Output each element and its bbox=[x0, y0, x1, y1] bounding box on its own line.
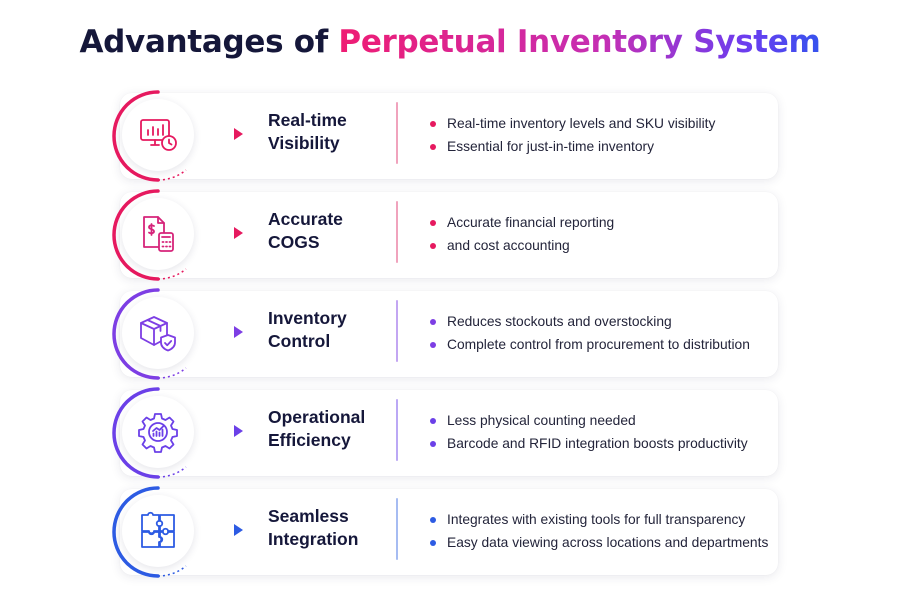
label-line-1: Accurate bbox=[268, 209, 343, 229]
title-highlight: Perpetual Inventory System bbox=[338, 24, 821, 60]
bullet-text: Complete control from procurement to dis… bbox=[447, 337, 750, 352]
bullet-list: Accurate financial reporting and cost ac… bbox=[430, 211, 775, 257]
label-line-2: Visibility bbox=[268, 133, 340, 153]
bullet-item: Less physical counting needed bbox=[430, 409, 775, 432]
bullet-dot bbox=[430, 121, 436, 127]
advantage-row-operational-efficiency: Operational Efficiency Less physical cou… bbox=[0, 387, 900, 479]
advantage-row-seamless-integration: Seamless Integration Integrates with exi… bbox=[0, 486, 900, 578]
bullet-item: and cost accounting bbox=[430, 234, 775, 257]
bullet-item: Complete control from procurement to dis… bbox=[430, 333, 775, 356]
advantage-row-inventory-control: Inventory Control Reduces stockouts and … bbox=[0, 288, 900, 380]
bullet-dot bbox=[430, 144, 436, 150]
bullet-dot bbox=[430, 517, 436, 523]
box-shield-icon bbox=[122, 297, 194, 369]
label-line-2: COGS bbox=[268, 232, 320, 252]
bullet-item: Easy data viewing across locations and d… bbox=[430, 531, 775, 554]
divider bbox=[396, 498, 398, 560]
divider bbox=[396, 399, 398, 461]
advantage-label: Accurate COGS bbox=[268, 208, 388, 254]
advantage-card bbox=[120, 192, 778, 278]
bullet-item: Real-time inventory levels and SKU visib… bbox=[430, 112, 775, 135]
label-line-2: Efficiency bbox=[268, 430, 351, 450]
label-line-1: Inventory bbox=[268, 308, 347, 328]
bullet-dot bbox=[430, 418, 436, 424]
advantage-card bbox=[120, 93, 778, 179]
bullet-text: Reduces stockouts and overstocking bbox=[447, 314, 672, 329]
icon-ring bbox=[110, 387, 206, 479]
bullet-list: Less physical counting needed Barcode an… bbox=[430, 409, 775, 455]
advantage-label: Inventory Control bbox=[268, 307, 388, 353]
label-line-2: Control bbox=[268, 331, 331, 351]
icon-ring bbox=[110, 486, 206, 578]
label-line-1: Seamless bbox=[268, 506, 349, 526]
title-prefix: Advantages of bbox=[79, 24, 339, 60]
label-line-1: Real-time bbox=[268, 110, 347, 130]
advantage-label: Operational Efficiency bbox=[268, 406, 388, 452]
divider bbox=[396, 300, 398, 362]
bullet-item: Essential for just-in-time inventory bbox=[430, 135, 775, 158]
divider bbox=[396, 201, 398, 263]
bullet-item: Integrates with existing tools for full … bbox=[430, 508, 775, 531]
bullet-text: and cost accounting bbox=[447, 238, 570, 253]
bullet-list: Reduces stockouts and overstocking Compl… bbox=[430, 310, 775, 356]
bullet-text: Barcode and RFID integration boosts prod… bbox=[447, 436, 748, 451]
bullet-text: Real-time inventory levels and SKU visib… bbox=[447, 116, 716, 131]
arrow-icon bbox=[234, 326, 243, 338]
bullet-text: Integrates with existing tools for full … bbox=[447, 512, 746, 527]
arrow-icon bbox=[234, 425, 243, 437]
gear-chart-icon bbox=[122, 396, 194, 468]
advantage-card bbox=[120, 291, 778, 377]
puzzle-icon bbox=[122, 495, 194, 567]
advantage-row-accurate-cogs: Accurate COGS Accurate financial reporti… bbox=[0, 189, 900, 281]
arrow-icon bbox=[234, 227, 243, 239]
label-line-2: Integration bbox=[268, 529, 359, 549]
bullet-dot bbox=[430, 220, 436, 226]
icon-ring bbox=[110, 189, 206, 281]
advantage-label: Real-time Visibility bbox=[268, 109, 388, 155]
bullet-dot bbox=[430, 243, 436, 249]
advantage-label: Seamless Integration bbox=[268, 505, 388, 551]
invoice-calculator-icon bbox=[122, 198, 194, 270]
divider bbox=[396, 102, 398, 164]
bullet-list: Integrates with existing tools for full … bbox=[430, 508, 775, 554]
bullet-item: Accurate financial reporting bbox=[430, 211, 775, 234]
page-title: Advantages of Perpetual Inventory System bbox=[0, 24, 900, 60]
bullet-dot bbox=[430, 319, 436, 325]
bullet-item: Reduces stockouts and overstocking bbox=[430, 310, 775, 333]
label-line-1: Operational bbox=[268, 407, 366, 427]
arrow-icon bbox=[234, 128, 243, 140]
bullet-dot bbox=[430, 441, 436, 447]
bullet-text: Less physical counting needed bbox=[447, 413, 636, 428]
advantage-row-realtime-visibility: Real-time Visibility Real-time inventory… bbox=[0, 90, 900, 182]
bullet-text: Essential for just-in-time inventory bbox=[447, 139, 655, 154]
monitor-chart-clock-icon bbox=[122, 99, 194, 171]
bullet-dot bbox=[430, 342, 436, 348]
icon-ring bbox=[110, 90, 206, 182]
bullet-text: Accurate financial reporting bbox=[447, 215, 615, 230]
arrow-icon bbox=[234, 524, 243, 536]
icon-ring bbox=[110, 288, 206, 380]
advantage-card bbox=[120, 390, 778, 476]
advantage-card bbox=[120, 489, 778, 575]
bullet-item: Barcode and RFID integration boosts prod… bbox=[430, 432, 775, 455]
bullet-list: Real-time inventory levels and SKU visib… bbox=[430, 112, 775, 158]
bullet-dot bbox=[430, 540, 436, 546]
bullet-text: Easy data viewing across locations and d… bbox=[447, 535, 769, 550]
